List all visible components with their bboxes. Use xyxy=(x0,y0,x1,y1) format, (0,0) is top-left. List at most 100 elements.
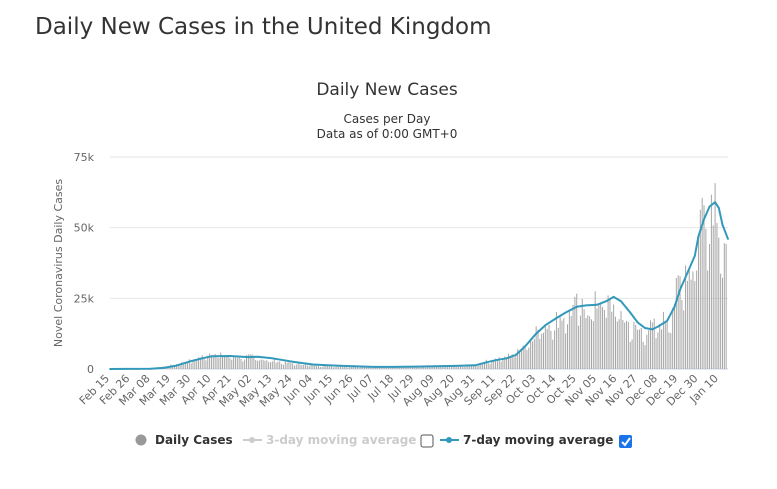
moving-average-point[interactable] xyxy=(256,355,259,358)
daily-case-bar[interactable] xyxy=(277,361,279,369)
daily-case-bar[interactable] xyxy=(541,333,543,369)
daily-case-bar[interactable] xyxy=(461,366,463,369)
daily-case-bar[interactable] xyxy=(275,362,277,369)
daily-case-bar[interactable] xyxy=(336,366,338,369)
daily-case-bar[interactable] xyxy=(716,223,718,369)
daily-case-bar[interactable] xyxy=(268,362,270,369)
daily-case-bar[interactable] xyxy=(376,367,378,369)
daily-case-bar[interactable] xyxy=(631,339,633,369)
daily-case-bar[interactable] xyxy=(539,338,541,369)
daily-case-bar[interactable] xyxy=(408,367,410,369)
moving-average-point[interactable] xyxy=(332,364,335,367)
daily-case-bar[interactable] xyxy=(491,360,493,369)
daily-case-bar[interactable] xyxy=(190,363,192,369)
daily-case-bar[interactable] xyxy=(661,329,663,369)
daily-case-bar[interactable] xyxy=(721,277,723,369)
daily-case-bar[interactable] xyxy=(616,321,618,369)
daily-case-bar[interactable] xyxy=(657,332,659,369)
daily-case-bar[interactable] xyxy=(567,324,569,369)
moving-average-point[interactable] xyxy=(474,364,477,367)
daily-case-bar[interactable] xyxy=(351,367,353,369)
daily-case-bar[interactable] xyxy=(725,243,727,369)
daily-case-bar[interactable] xyxy=(210,355,212,369)
daily-case-bar[interactable] xyxy=(413,366,415,369)
daily-case-bar[interactable] xyxy=(183,362,185,369)
daily-case-bar[interactable] xyxy=(498,357,500,369)
moving-average-point[interactable] xyxy=(162,366,165,369)
daily-case-bar[interactable] xyxy=(650,320,652,369)
daily-case-bar[interactable] xyxy=(343,366,345,369)
daily-case-bar[interactable] xyxy=(528,347,530,369)
daily-case-bar[interactable] xyxy=(640,327,642,369)
moving-average-point[interactable] xyxy=(679,288,681,291)
daily-case-bar[interactable] xyxy=(471,365,473,369)
daily-case-bar[interactable] xyxy=(699,209,701,369)
daily-case-bar[interactable] xyxy=(389,367,391,369)
daily-case-bar[interactable] xyxy=(330,365,332,369)
daily-case-bar[interactable] xyxy=(212,355,214,369)
moving-average-point[interactable] xyxy=(544,324,547,327)
moving-average-point[interactable] xyxy=(393,365,395,368)
daily-case-bar[interactable] xyxy=(177,365,179,369)
daily-case-bar[interactable] xyxy=(710,194,712,369)
daily-case-bar[interactable] xyxy=(568,311,570,369)
daily-case-bar[interactable] xyxy=(353,366,355,369)
daily-case-bar[interactable] xyxy=(279,361,281,369)
daily-case-bar[interactable] xyxy=(286,362,288,369)
daily-case-bar[interactable] xyxy=(543,332,545,369)
legend-daily-cases-marker[interactable] xyxy=(135,434,147,446)
daily-case-bar[interactable] xyxy=(329,366,331,369)
daily-case-bar[interactable] xyxy=(194,359,196,369)
moving-average-point[interactable] xyxy=(656,325,659,328)
daily-case-bar[interactable] xyxy=(317,366,319,369)
daily-case-bar[interactable] xyxy=(637,329,639,369)
daily-case-bar[interactable] xyxy=(450,366,452,369)
daily-case-bar[interactable] xyxy=(325,365,327,369)
daily-case-bar[interactable] xyxy=(520,349,522,369)
daily-case-bar[interactable] xyxy=(214,354,216,369)
daily-case-bar[interactable] xyxy=(454,365,456,369)
daily-case-bar[interactable] xyxy=(303,364,305,369)
daily-case-bar[interactable] xyxy=(327,365,329,369)
daily-case-bar[interactable] xyxy=(507,353,509,369)
daily-case-bar[interactable] xyxy=(448,366,450,369)
daily-case-bar[interactable] xyxy=(723,243,725,369)
moving-average-point[interactable] xyxy=(175,364,178,367)
daily-case-bar[interactable] xyxy=(685,265,687,369)
daily-case-bar[interactable] xyxy=(679,276,681,369)
daily-case-bar[interactable] xyxy=(653,318,655,369)
daily-case-bar[interactable] xyxy=(301,365,303,369)
legend-7day-marker[interactable] xyxy=(446,437,452,443)
daily-case-bar[interactable] xyxy=(672,307,674,369)
daily-case-bar[interactable] xyxy=(618,319,620,369)
daily-case-bar[interactable] xyxy=(611,311,613,369)
daily-case-bar[interactable] xyxy=(238,355,240,369)
daily-case-bar[interactable] xyxy=(415,366,417,369)
moving-average-point[interactable] xyxy=(717,206,720,209)
daily-case-bar[interactable] xyxy=(271,361,273,369)
daily-case-bar[interactable] xyxy=(697,239,699,369)
daily-case-bar[interactable] xyxy=(668,332,670,369)
daily-case-bar[interactable] xyxy=(627,322,629,369)
daily-case-bar[interactable] xyxy=(670,333,672,369)
legend[interactable]: Daily Cases 3-day moving average 7-day mov… xyxy=(135,433,633,448)
legend-daily-cases[interactable]: Daily Cases xyxy=(155,433,233,447)
daily-case-bar[interactable] xyxy=(565,333,567,369)
daily-case-bar[interactable] xyxy=(209,353,211,369)
daily-case-bar[interactable] xyxy=(504,356,506,369)
daily-case-bar[interactable] xyxy=(419,366,421,369)
daily-case-bar[interactable] xyxy=(694,281,696,369)
moving-average-point[interactable] xyxy=(109,368,111,370)
daily-case-bar[interactable] xyxy=(703,205,705,369)
daily-case-bar[interactable] xyxy=(513,357,515,369)
daily-case-bar[interactable] xyxy=(603,310,605,369)
daily-case-bar[interactable] xyxy=(651,322,653,369)
moving-average-point[interactable] xyxy=(673,305,676,308)
daily-case-bar[interactable] xyxy=(253,355,255,369)
daily-case-bar[interactable] xyxy=(231,359,233,369)
daily-case-bar[interactable] xyxy=(614,316,616,369)
daily-case-bar[interactable] xyxy=(598,304,600,369)
moving-average-point[interactable] xyxy=(352,365,355,368)
daily-case-bar[interactable] xyxy=(428,366,430,369)
daily-case-bar[interactable] xyxy=(502,359,504,369)
